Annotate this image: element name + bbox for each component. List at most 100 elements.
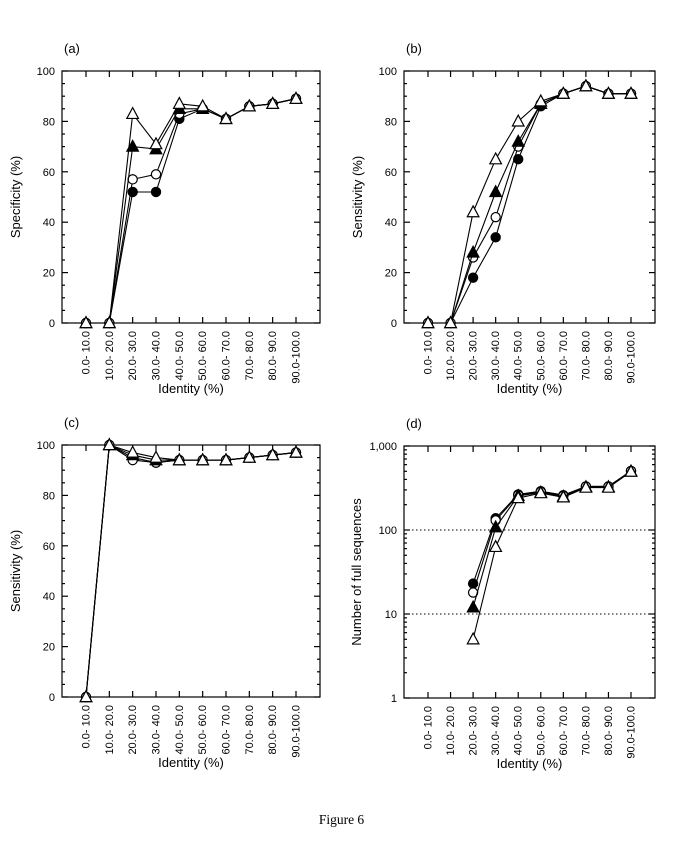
series-line-filled-triangle — [86, 98, 297, 324]
marker-open-triangle — [533, 93, 548, 107]
panel-c: (c) 0.0- 10.0 10.0- 20.0 20.0- 30.0 30.0- 40… — [8, 415, 321, 770]
y-tick-label: 100 — [37, 440, 55, 452]
figure-caption: Figure 6 — [318, 812, 365, 827]
marker-open-triangle — [79, 315, 93, 329]
marker-open-triangle — [219, 452, 233, 466]
marker-open-triangle — [172, 452, 187, 466]
x-tick-label: 20.0- 30.0 — [127, 705, 139, 755]
marker-filled-triangle — [466, 599, 480, 613]
y-tick-label: 80 — [43, 116, 55, 128]
x-tick-label: 10.0- 20.0 — [445, 706, 457, 756]
x-axis-label: Identity (%) — [158, 381, 224, 396]
series-line-open-triangle — [428, 85, 631, 324]
x-tick-label: 90.0-100.0 — [626, 331, 638, 384]
marker-open-triangle — [421, 315, 435, 329]
x-tick-label: 40.0- 50.0 — [513, 706, 525, 756]
x-tick-label: 90.0-100.0 — [291, 705, 303, 758]
y-tick-label: 20 — [43, 642, 55, 654]
y-tick-label: 100 — [379, 525, 397, 537]
x-tick-label: 10.0- 20.0 — [104, 705, 116, 755]
marker-open-triangle — [443, 315, 458, 329]
y-tick-label: 40 — [385, 217, 397, 229]
y-tick-label: 10 — [385, 609, 397, 621]
marker-filled-triangle — [511, 134, 526, 147]
marker-open-triangle — [149, 136, 163, 150]
marker-open-triangle — [624, 86, 638, 99]
x-tick-label: 0.0- 10.0 — [423, 706, 435, 749]
x-tick-label: 20.0- 30.0 — [127, 331, 139, 381]
x-axis-label: Identity (%) — [158, 755, 224, 770]
marker-open-circle — [127, 174, 138, 185]
x-tick-label: 80.0- 90.0 — [267, 705, 279, 755]
y-axis-label: Sensitivity (%) — [8, 530, 23, 612]
marker-open-triangle — [195, 452, 210, 466]
series-line-open-circle — [86, 98, 297, 324]
y-axis-label: Number of full sequences — [349, 498, 364, 646]
marker-open-triangle — [219, 111, 233, 125]
marker-open-triangle — [172, 96, 187, 109]
marker-open-triangle — [289, 91, 303, 104]
y-tick-label: 0 — [49, 692, 55, 704]
marker-open-triangle — [601, 86, 616, 99]
x-tick-label: 10.0- 20.0 — [445, 331, 457, 381]
x-tick-label: 20.0- 30.0 — [468, 706, 480, 756]
panel-letter: (c) — [64, 415, 79, 430]
x-tick-label: 60.0- 70.0 — [221, 705, 233, 755]
plot-frame — [403, 445, 656, 699]
marker-open-triangle — [265, 447, 280, 461]
marker-open-triangle — [579, 480, 593, 493]
x-tick-label: 80.0- 90.0 — [603, 331, 615, 381]
y-tick-label: 80 — [43, 490, 55, 502]
marker-open-triangle — [624, 464, 638, 477]
marker-open-triangle — [579, 78, 593, 92]
y-axis-label: Sensitivity (%) — [350, 156, 365, 238]
x-tick-label: 70.0- 80.0 — [580, 331, 592, 381]
marker-open-circle — [490, 211, 501, 223]
panel-a: (a) 0.0- 10.0 10.0- 20.0 20.0- 30.0 30.0- 40… — [8, 41, 321, 396]
marker-open-triangle — [556, 86, 571, 99]
panel-b: (b) 0.0- 10.0 10.0- 20.0 20.0- 30.0 30.0- 40… — [350, 41, 656, 396]
x-tick-label: 60.0- 70.0 — [221, 331, 233, 381]
marker-open-triangle — [102, 437, 117, 451]
marker-open-triangle — [102, 315, 117, 329]
x-tick-label: 40.0- 50.0 — [174, 331, 186, 381]
series-line-filled-triangle — [428, 85, 631, 324]
marker-open-triangle — [488, 151, 503, 165]
x-tick-label: 60.0- 70.0 — [558, 331, 570, 381]
series-line-open-triangle — [85, 444, 297, 698]
marker-open-triangle — [533, 485, 548, 499]
marker-open-triangle — [511, 113, 526, 127]
marker-open-triangle — [125, 106, 140, 120]
marker-filled-triangle — [466, 244, 480, 258]
panel-d: (d) 0.0- 10.0 10.0- 20.0 20.0- 30.0 30.0- 40… — [349, 416, 656, 771]
x-tick-label: 40.0- 50.0 — [513, 331, 525, 381]
marker-filled-triangle — [125, 139, 140, 152]
x-tick-label: 50.0- 60.0 — [535, 331, 547, 381]
marker-open-triangle — [79, 689, 93, 703]
x-tick-label: 50.0- 60.0 — [197, 331, 209, 381]
marker-open-circle — [150, 169, 162, 180]
x-tick-label: 70.0- 80.0 — [244, 705, 256, 755]
x-tick-label: 0.0- 10.0 — [423, 331, 435, 374]
x-tick-label: 20.0- 30.0 — [468, 331, 480, 381]
marker-open-triangle — [242, 98, 257, 112]
marker-open-triangle — [556, 489, 571, 503]
marker-filled-circle — [490, 232, 501, 243]
x-tick-label: 30.0- 40.0 — [151, 705, 163, 755]
y-tick-label: 1 — [391, 693, 397, 705]
marker-open-triangle — [511, 490, 526, 504]
x-tick-label: 80.0- 90.0 — [267, 331, 279, 381]
y-tick-label: 60 — [43, 167, 55, 179]
marker-filled-circle — [467, 272, 479, 283]
x-axis-label: Identity (%) — [497, 756, 563, 771]
marker-open-triangle — [466, 631, 480, 645]
plot-frame — [61, 444, 321, 698]
x-tick-label: 30.0- 40.0 — [151, 331, 163, 381]
x-tick-label: 0.0- 10.0 — [81, 331, 93, 374]
y-tick-label: 20 — [43, 268, 55, 280]
x-tick-label: 50.0- 60.0 — [197, 705, 209, 755]
x-tick-label: 90.0-100.0 — [291, 331, 303, 384]
panel-letter: (a) — [64, 41, 80, 56]
